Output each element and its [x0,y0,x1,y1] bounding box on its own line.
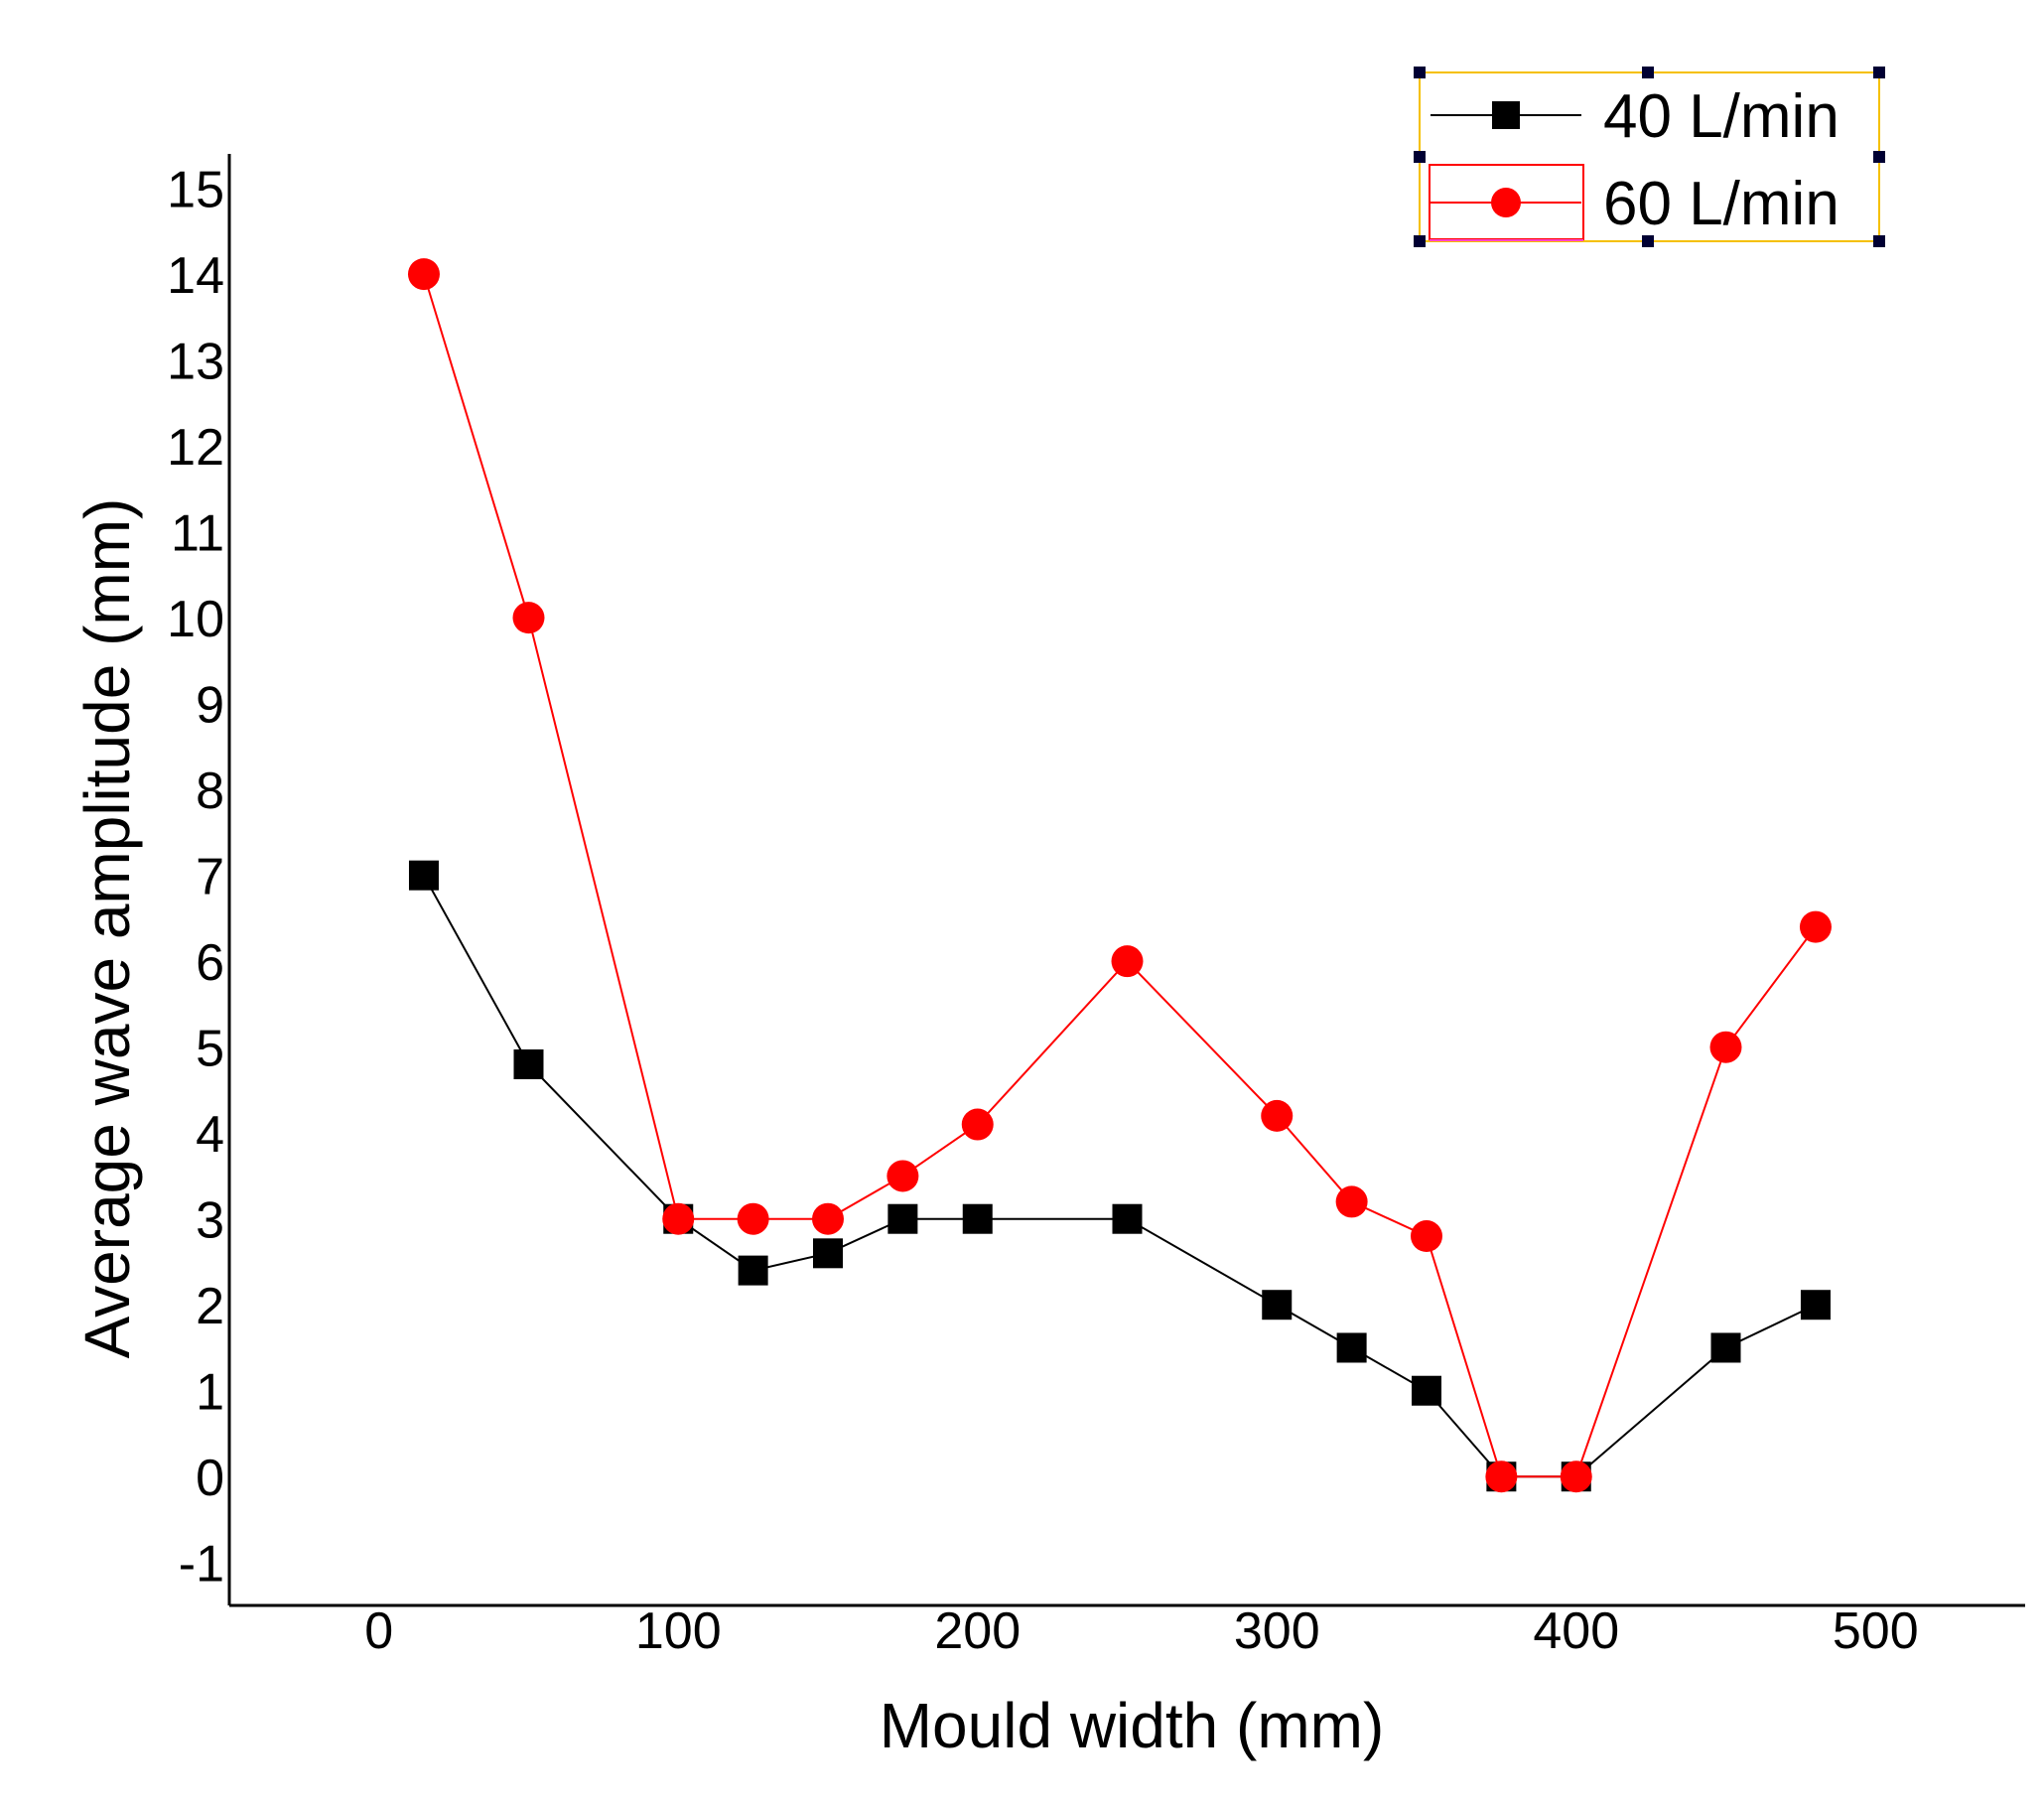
legend-handle[interactable] [1642,235,1654,247]
data-point [1411,1220,1442,1253]
data-point [1800,1290,1831,1320]
data-point [1560,1460,1592,1493]
legend-handle[interactable] [1414,151,1426,163]
legend[interactable]: 40 L/min 60 L/min [1414,67,1885,247]
y-tick-label: 5 [196,1021,224,1078]
x-tick-label: 0 [364,1602,393,1660]
legend-entry-1[interactable]: 40 L/min [1431,82,1840,151]
legend-handle[interactable] [1873,235,1885,247]
data-point [407,258,440,291]
data-point [1412,1375,1441,1406]
x-tick-label: 500 [1833,1602,1919,1660]
data-point [813,1238,843,1269]
y-tick-label: 15 [167,162,224,219]
y-tick-label: 8 [196,763,224,820]
legend-handle[interactable] [1414,67,1426,78]
y-tick-label: 4 [196,1106,224,1164]
legend-marker [1491,188,1521,217]
y-tick-label: 10 [167,591,224,648]
data-point [961,1108,994,1141]
legend-label: 40 L/min [1603,82,1840,151]
data-point [962,1203,993,1234]
data-point [812,1202,844,1235]
data-point [1335,1185,1368,1218]
legend-entry-2[interactable]: 60 L/min [1431,170,1840,238]
data-point [1485,1460,1518,1493]
data-point [1112,1203,1143,1234]
data-point [513,1048,544,1079]
x-ticks: 0 100 200 300 400 500 [364,1602,1918,1660]
y-tick-label: 11 [171,505,224,563]
y-tick-label: 14 [167,247,224,305]
legend-marker [1492,101,1520,129]
data-point [1262,1290,1293,1320]
x-axis-title: Mould width (mm) [880,1690,1385,1761]
y-tick-label: 7 [196,849,224,906]
x-tick-label: 300 [1234,1602,1320,1660]
data-point [886,1160,919,1192]
data-point [408,860,439,891]
legend-handle[interactable] [1414,235,1426,247]
data-point [738,1255,768,1286]
data-point [1111,945,1144,978]
y-tick-label: 12 [167,419,224,477]
data-point [737,1202,769,1235]
data-point [512,602,545,634]
data-point [1709,1031,1742,1063]
data-point [1799,910,1832,943]
y-tick-label: -1 [179,1536,224,1594]
y-tick-label: 3 [196,1192,224,1250]
data-point [1261,1099,1294,1132]
series-2 [407,258,1832,1493]
series-layer [407,258,1832,1493]
x-tick-label: 200 [934,1602,1021,1660]
series-line [423,273,1817,1478]
x-tick-label: 100 [635,1602,722,1660]
data-point [1710,1332,1741,1363]
axes [227,154,2025,1607]
x-tick-label: 400 [1533,1602,1619,1660]
y-tick-label: 13 [167,334,224,391]
legend-handle[interactable] [1873,151,1885,163]
y-tick-label: 6 [196,934,224,992]
y-tick-label: 0 [196,1450,224,1507]
legend-handle[interactable] [1642,67,1654,78]
legend-handle[interactable] [1873,67,1885,78]
data-point [662,1202,695,1235]
y-tick-label: 1 [196,1364,224,1422]
data-point [1336,1332,1367,1363]
data-point [887,1203,918,1234]
y-tick-label: 9 [196,677,224,735]
y-tick-label: 2 [196,1278,224,1335]
legend-label: 60 L/min [1603,170,1840,238]
y-axis-title: Average wave amplitude (mm) [71,498,143,1359]
